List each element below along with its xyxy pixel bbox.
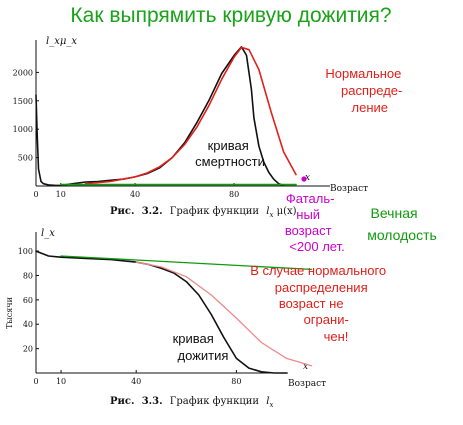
x-ticks-2: 0 10 40 80 bbox=[33, 370, 241, 386]
y-tick-label: 80 bbox=[23, 271, 33, 280]
x-tick-label: 10 bbox=[56, 377, 66, 386]
caption-1: Рис. 3.2. График функции lx μ(x) bbox=[110, 206, 297, 219]
y-tick-label: 40 bbox=[23, 320, 33, 329]
unlimited-age-label: В случае нормального распределения возра… bbox=[250, 263, 390, 344]
eternal-youth-label: Вечная молодость bbox=[367, 205, 437, 243]
series-line-кривая-дожития bbox=[35, 250, 288, 374]
y-axis-rotated-label-2: Тысячи bbox=[5, 297, 14, 329]
caption-2-formula: l bbox=[266, 396, 269, 407]
caption-1-formula-tail: μ(x) bbox=[273, 206, 296, 217]
y-tick-label: 100 bbox=[18, 247, 33, 256]
y-axis-label-1: l_xμ_x bbox=[46, 36, 77, 47]
series-line-нормальное-распределение bbox=[84, 46, 297, 185]
x-tick-label: 0 bbox=[33, 190, 38, 199]
fatal-age-label: Фаталь- ный возраст <200 лет. bbox=[285, 191, 345, 254]
y-tick-label: 2000 bbox=[13, 68, 33, 77]
caption-2-number: 3.3. bbox=[142, 396, 163, 407]
x-tick-label: 80 bbox=[231, 377, 241, 386]
caption-2: Рис. 3.3. График функции lx bbox=[110, 396, 273, 409]
caption-1-prefix: Рис. bbox=[110, 206, 135, 217]
mortality-curve-label: кривая смертности bbox=[195, 138, 265, 169]
y-ticks-2: 20 40 60 80 100 bbox=[18, 247, 39, 354]
survival-curve-label: кривая дожития bbox=[173, 331, 229, 363]
x-tick-label: 40 bbox=[131, 377, 141, 386]
x-tick-label: 40 bbox=[130, 190, 140, 199]
caption-2-formula-sub: x bbox=[269, 401, 273, 409]
x-axis-label-2: Возраст bbox=[288, 379, 326, 389]
survival-chart: l_x Тысячи 20 40 60 80 100 0 10 40 80 x Возраст… bbox=[5, 228, 326, 409]
normal-distribution-label: Нормальное распреде- ление bbox=[325, 66, 406, 115]
y-tick-label: 20 bbox=[23, 345, 33, 354]
caption-1-text: График функции bbox=[170, 206, 260, 217]
mortality-chart: l_xμ_x 500 1000 1500 2000 0 10 40 80 x Возраст… bbox=[13, 36, 368, 219]
y-tick-label: 60 bbox=[23, 296, 33, 305]
x-axis-label-1: Возраст bbox=[330, 184, 368, 194]
caption-1-formula-sub: x bbox=[269, 211, 273, 219]
series-group-2 bbox=[35, 250, 313, 374]
slide-title: Как выпрямить кривую дожития? bbox=[70, 4, 391, 27]
y-tick-label: 1500 bbox=[13, 97, 33, 106]
x-ticks-1: 0 10 40 80 bbox=[33, 183, 239, 199]
series-line-в-случае-нормального-распределения bbox=[135, 261, 313, 367]
caption-1-formula: l bbox=[266, 206, 269, 217]
caption-2-prefix: Рис. bbox=[110, 396, 135, 407]
x-tick-label: 10 bbox=[56, 190, 66, 199]
series-group-1 bbox=[35, 45, 297, 187]
caption-2-text: График функции bbox=[170, 396, 260, 407]
x-marker-1: x bbox=[305, 173, 310, 183]
x-tick-label: 0 bbox=[33, 377, 38, 386]
x-tick-label: 80 bbox=[229, 190, 239, 199]
y-axis-label-2: l_x bbox=[41, 228, 55, 239]
y-ticks-1: 500 1000 1500 2000 bbox=[13, 68, 39, 163]
y-tick-label: 500 bbox=[18, 154, 33, 163]
y-tick-label: 1000 bbox=[13, 125, 33, 134]
fatal-age-marker bbox=[301, 176, 307, 182]
series-line-вечная-молодость bbox=[60, 255, 313, 271]
caption-1-number: 3.2. bbox=[142, 206, 163, 217]
x-marker-2: x bbox=[303, 362, 308, 372]
